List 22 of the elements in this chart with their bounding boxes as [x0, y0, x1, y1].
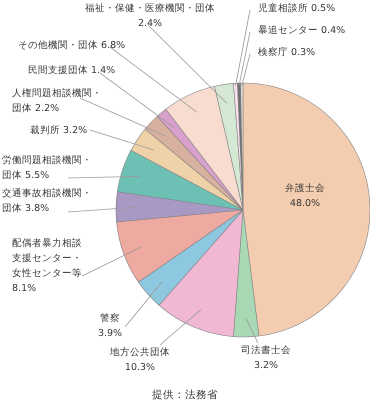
- slice-label: 暴追センター 0.4%: [258, 24, 346, 36]
- slice-label: 配偶者暴力相談支援センター・女性センター等: [12, 237, 82, 279]
- slice-label: 労働問題相談機関・団体 5.5%: [2, 154, 92, 181]
- slice-label: 弁護士会: [285, 182, 325, 194]
- data-label: 2.4%: [138, 18, 162, 29]
- slice-label: 司法書士会: [241, 344, 291, 356]
- slice-label: 交通事故相談機関・団体 3.8%: [2, 187, 92, 214]
- slice-label: 福祉・保健・医療機関・団体: [85, 2, 215, 14]
- text: 提供：法務省: [152, 388, 218, 401]
- slice-label: 検察庁 0.3%: [258, 46, 316, 58]
- slice-label: 警察: [100, 312, 120, 324]
- data-label: 10.3%: [124, 362, 156, 373]
- data-label: 8.1%: [12, 283, 36, 294]
- slice-label: 児童相談所 0.5%: [258, 2, 336, 14]
- data-label: 3.9%: [98, 328, 122, 339]
- slice-label: 人権問題相談機関・団体 2.2%: [12, 87, 102, 114]
- slice-label: 民間支援団体 1.4%: [28, 64, 116, 76]
- slice-label: 地方公共団体: [109, 346, 170, 358]
- slice-label: 裁判所 3.2%: [30, 124, 88, 136]
- data-label: 48.0%: [290, 198, 320, 209]
- data-label: 3.2%: [254, 360, 278, 371]
- slice-label: その他機関・団体 6.8%: [18, 39, 126, 51]
